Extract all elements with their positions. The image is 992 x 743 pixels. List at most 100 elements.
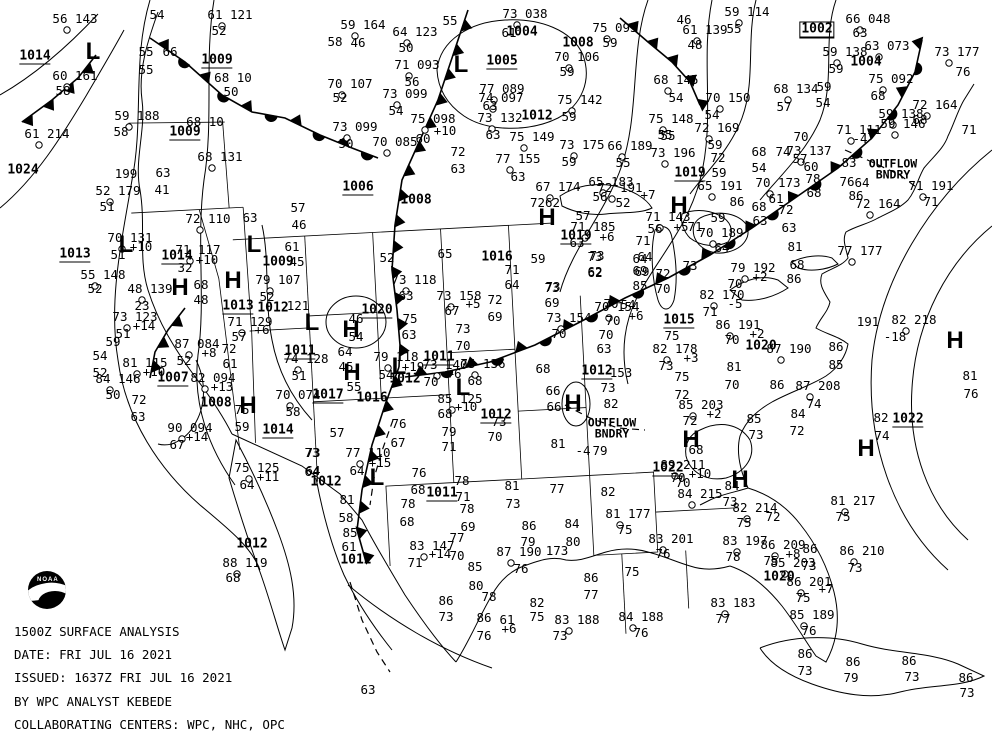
isobar-label: 1012 (389, 371, 421, 387)
station-label: 73 099 (382, 86, 428, 101)
station-label: 48 (687, 37, 703, 52)
station-label: 79 (843, 670, 859, 685)
station-label: 73 196 (650, 145, 696, 160)
isobar-label: 1013 (59, 246, 91, 263)
station-label: 64 (504, 277, 520, 292)
station-label: 73 (587, 249, 603, 264)
station-label: 86 (769, 377, 785, 392)
low-pressure-center: L (304, 309, 320, 336)
station-label: 54 (751, 160, 767, 175)
station-label: 67 (169, 437, 185, 452)
station-label: 68 145 (653, 72, 699, 87)
station-label: 72 (655, 266, 671, 281)
isobar-label: 1012 (310, 474, 342, 490)
station-label: 191 (856, 314, 880, 329)
station-label: 72 (221, 341, 237, 356)
station-label: 86 (828, 339, 844, 354)
station-label: 199 (114, 166, 138, 181)
station-label: 77 155 (495, 151, 541, 166)
station-label: 61 (341, 539, 357, 554)
station-label: 74 (775, 144, 791, 159)
station-label: 59 (707, 137, 723, 152)
station-label: 51 (99, 199, 115, 214)
isobar-label: 1009 (169, 124, 201, 141)
station-label: 63 (569, 235, 585, 250)
isobar-label: 1006 (342, 179, 374, 196)
station-label: +13 (210, 379, 234, 394)
station-label: 59 (828, 61, 844, 76)
station-label: 73 177 (934, 44, 980, 59)
station-label: 82 170 (699, 287, 745, 302)
station-label: +8 (785, 546, 801, 561)
station-label: +2 (749, 326, 765, 341)
station-label: 63 (130, 409, 146, 424)
station-label: 78 (400, 496, 416, 511)
isobar-label: 1012 (581, 363, 613, 380)
high-pressure-center: H (564, 390, 582, 417)
station-label: 59 (561, 154, 577, 169)
station-label: 64 (349, 463, 365, 478)
isobar-label: 1011 (426, 485, 458, 502)
station-label: 55 (442, 13, 458, 28)
station-label: 84 (564, 516, 580, 531)
station-label: 61 214 (24, 126, 70, 141)
station-label: 77 (583, 587, 599, 602)
station-label: 68 (789, 257, 805, 272)
station-label: 86 (583, 570, 599, 585)
station-label: 70 154 (594, 299, 640, 314)
station-label: 75 149 (509, 129, 555, 144)
station-label: 59 (234, 419, 250, 434)
station-label: 71 143 (645, 209, 691, 224)
station-label: 59 138 (822, 44, 868, 59)
station-label: 66 (546, 399, 562, 414)
station-label: 73 (545, 279, 561, 294)
station-label: 63 (781, 220, 797, 235)
station-label: 86 (521, 518, 537, 533)
isobar-label: 1022 (892, 411, 924, 428)
station-label: 63 073 (864, 38, 910, 53)
low-pressure-center: L (453, 51, 469, 78)
station-label: 86 (802, 541, 818, 556)
station-label: 50 (398, 40, 414, 55)
station-label: 59 138 (878, 106, 924, 121)
station-label: 86 201 (786, 574, 832, 589)
station-label: 81 (787, 239, 803, 254)
isobars (0, 0, 992, 669)
station-label: +7 (640, 187, 656, 202)
station-label: 66 (545, 383, 561, 398)
station-label: 77 110 (345, 445, 391, 460)
station-label: 66 048 (845, 11, 891, 26)
station-label: 59 164 (340, 17, 386, 32)
station-label: 86 (848, 188, 864, 203)
station-label: 71 (635, 233, 651, 248)
station-label: 83 147 (409, 538, 455, 553)
station-label: 86 (845, 654, 861, 669)
station-label: +11 (256, 469, 280, 484)
high-pressure-center: H (538, 204, 556, 231)
station-label: 73 038 (502, 6, 548, 21)
station-label: 75 (795, 590, 811, 605)
isobar-label: 1002 (799, 21, 835, 39)
station-label: 70 085 (372, 134, 418, 149)
station-label: 73 (904, 669, 920, 684)
station-label: 72 169 (694, 120, 740, 135)
station-label: 58 (327, 34, 343, 49)
station-label: 86 209 (760, 537, 806, 552)
high-pressure-center: H (946, 327, 964, 354)
station-label: 75 (624, 564, 640, 579)
station-label: -18 (883, 329, 907, 344)
station-label: 73 (748, 427, 764, 442)
high-pressure-center: H (857, 435, 875, 462)
station-label: 59 (602, 35, 618, 50)
station-label: 85 (342, 525, 358, 540)
isobar-label: 1004 (850, 54, 882, 70)
title-line-1: 1500Z SURFACE ANALYSIS (14, 624, 180, 639)
station-label: 55 (657, 127, 673, 142)
station-label: 73 (304, 445, 320, 460)
station-label: 69 (460, 519, 476, 534)
station-label: 72 (450, 144, 466, 159)
station-label: 71 (455, 489, 471, 504)
station-label: 52 (259, 289, 275, 304)
station-label: 73 (305, 445, 321, 460)
